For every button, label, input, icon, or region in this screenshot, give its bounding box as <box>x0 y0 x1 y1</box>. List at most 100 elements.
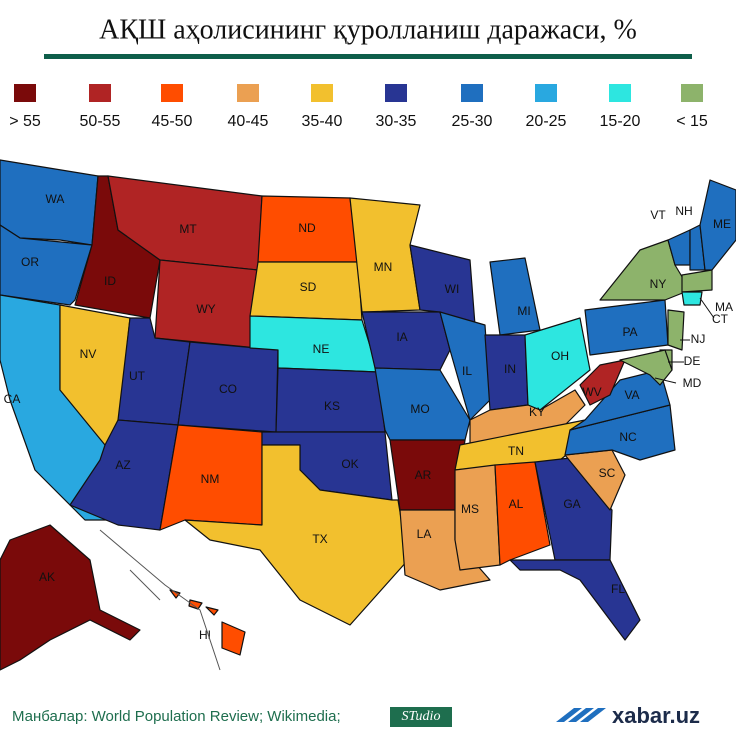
state-label: OH <box>551 349 569 363</box>
legend-swatch <box>89 84 111 102</box>
state-mn <box>349 197 421 313</box>
state-wv <box>579 359 626 406</box>
state-ia <box>361 311 451 371</box>
state-label: NH <box>675 204 692 218</box>
hawaii-island <box>169 589 181 599</box>
state-label: WV <box>582 385 601 399</box>
callouts <box>654 297 715 384</box>
state-label: WY <box>196 302 215 316</box>
state-label: OK <box>341 457 358 471</box>
states: WA OR CA NV ID MT WY UT CO AZ NM ND SD NE KS OK TX MN IA MO… <box>0 159 736 671</box>
state-label: ME <box>713 217 731 231</box>
state-label: VA <box>624 388 639 402</box>
state-label: VT <box>650 208 666 222</box>
state-hi <box>221 621 246 656</box>
legend-label: 40-45 <box>228 113 269 130</box>
title: АҚШ аҳолисининг қуролланиш даражаси, % <box>99 14 637 45</box>
state-or <box>0 224 93 306</box>
state-md <box>619 349 673 386</box>
state-ak <box>0 524 141 671</box>
legend-label: 50-55 <box>80 113 121 130</box>
state-label: MA <box>715 300 733 314</box>
legend-swatch <box>311 84 333 102</box>
legend-swatch <box>161 84 183 102</box>
inset-divider <box>99 529 221 671</box>
state-label: CA <box>4 392 21 406</box>
state-label: IN <box>504 362 516 376</box>
state-ma <box>681 269 713 293</box>
state-label: PA <box>622 325 637 339</box>
legend-swatch <box>609 84 631 102</box>
hawaii-island <box>205 606 219 616</box>
legend-label: 15-20 <box>600 113 641 130</box>
state-label: MN <box>374 260 393 274</box>
state-il <box>439 311 491 421</box>
hawaii-island <box>188 599 203 610</box>
legend-swatch <box>535 84 557 102</box>
state-label: NC <box>619 430 637 444</box>
state-label: IA <box>396 330 407 344</box>
title-rule <box>44 54 692 59</box>
state-label: TN <box>508 444 524 458</box>
state-label: HI <box>199 628 211 642</box>
state-label: MT <box>179 222 197 236</box>
studio-badge <box>390 707 452 727</box>
state-tx <box>184 444 409 626</box>
studio-text: STudio <box>402 709 441 724</box>
state-ga <box>534 457 613 561</box>
state-label: WA <box>46 192 65 206</box>
state-al <box>494 461 551 566</box>
state-label: ID <box>104 274 116 288</box>
state-nj <box>667 309 685 351</box>
legend-label: 25-30 <box>452 113 493 130</box>
legend-label: 30-35 <box>376 113 417 130</box>
state-label: AZ <box>115 458 130 472</box>
state-label: MO <box>410 402 429 416</box>
state-label: AR <box>415 468 432 482</box>
state-label: UT <box>129 369 146 383</box>
legend-swatch <box>681 84 703 102</box>
state-label: NV <box>80 347 97 361</box>
state-label: CT <box>712 312 729 326</box>
state-me <box>699 179 736 271</box>
state-label: LA <box>417 527 432 541</box>
legend-label: 20-25 <box>526 113 567 130</box>
state-label: NM <box>201 472 220 486</box>
state-label: NJ <box>691 332 706 346</box>
state-label: NY <box>650 277 667 291</box>
state-label: KY <box>529 405 545 419</box>
state-oh <box>524 317 591 411</box>
logo-text: xabar.uz <box>612 703 700 728</box>
legend-swatch <box>237 84 259 102</box>
state-label: MS <box>461 502 479 516</box>
legend-swatch <box>14 84 36 102</box>
legend-label: 45-50 <box>152 113 193 130</box>
legend-label: 35-40 <box>302 113 343 130</box>
state-label: ND <box>298 221 316 235</box>
state-label: GA <box>563 497 580 511</box>
state-label: CO <box>219 382 237 396</box>
state-label: TX <box>312 532 327 546</box>
state-ms <box>454 464 501 571</box>
state-label: KS <box>324 399 340 413</box>
state-label: AK <box>39 570 55 584</box>
state-label: WI <box>445 282 460 296</box>
state-mi <box>489 257 541 336</box>
logo-mark <box>556 708 606 722</box>
state-fl <box>509 559 641 641</box>
legend-swatch <box>385 84 407 102</box>
state-label: MD <box>683 376 702 390</box>
legend-label: > 55 <box>9 113 41 130</box>
legend-label: < 15 <box>676 113 708 130</box>
state-label: AL <box>509 497 524 511</box>
state-label: NE <box>313 342 330 356</box>
state-label: SC <box>599 466 616 480</box>
state-label: IL <box>462 364 472 378</box>
state-label: MI <box>517 304 530 318</box>
state-label: FL <box>611 582 625 596</box>
sources: Манбалар: World Population Review; Wikim… <box>12 708 341 725</box>
state-label: SD <box>300 280 317 294</box>
legend-swatch <box>461 84 483 102</box>
state-ct <box>681 291 703 306</box>
